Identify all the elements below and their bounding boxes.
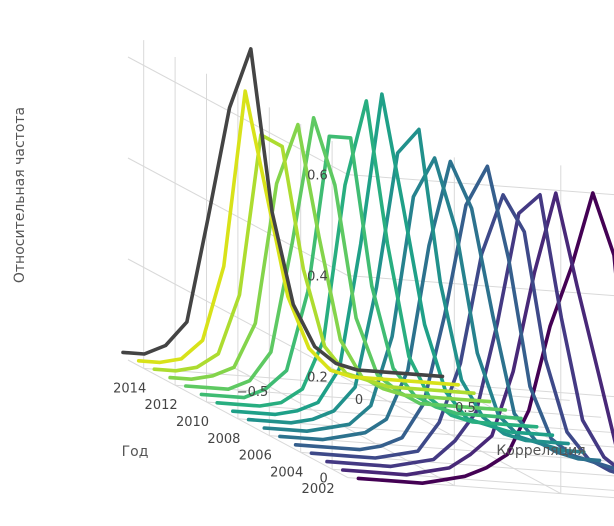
series-line-2009 <box>231 92 555 438</box>
z-tick-label: 0.2 <box>307 371 328 386</box>
grid-line-floor-year <box>269 435 614 462</box>
x-axis-label: Корреляция <box>496 443 585 459</box>
series-line-2011 <box>199 134 523 421</box>
z-tick-label: 0.4 <box>307 270 328 285</box>
x-tick-label: −0.5 <box>237 385 269 400</box>
y-tick-label: 2002 <box>302 482 335 497</box>
series-line-2016 <box>121 47 445 379</box>
y-tick-label: 2010 <box>176 415 209 430</box>
y-tick-label: 2012 <box>145 398 178 413</box>
y-tick-label: 2008 <box>207 432 240 447</box>
grid-line-floor-year <box>206 401 614 434</box>
series-line-2014 <box>152 133 476 396</box>
y-tick-label: 2006 <box>239 449 272 464</box>
series-lines <box>121 47 614 486</box>
series-line-2002 <box>340 191 614 477</box>
z-tick-label: 0.6 <box>307 169 328 184</box>
series-line-2010 <box>215 99 539 429</box>
grid-line-floor-year <box>175 384 602 418</box>
series-line-2013 <box>168 122 492 404</box>
series-line-2005 <box>293 164 614 471</box>
series-line-2008 <box>246 127 570 446</box>
series-line-2015 <box>136 89 461 387</box>
y-tick-label: 2004 <box>270 465 303 480</box>
x-tick-label: 0 <box>355 393 363 408</box>
series-line-2012 <box>184 116 508 412</box>
y-tick-label: 2014 <box>113 381 146 396</box>
series-line-2003 <box>325 193 614 469</box>
z-tick-label: 0 <box>320 472 328 487</box>
y-axis-label: Год <box>122 444 149 460</box>
grid-line-floor-year <box>237 418 614 448</box>
x-tick-label: 0.5 <box>455 401 476 416</box>
z-axis-label: Относительная частота <box>12 107 28 283</box>
